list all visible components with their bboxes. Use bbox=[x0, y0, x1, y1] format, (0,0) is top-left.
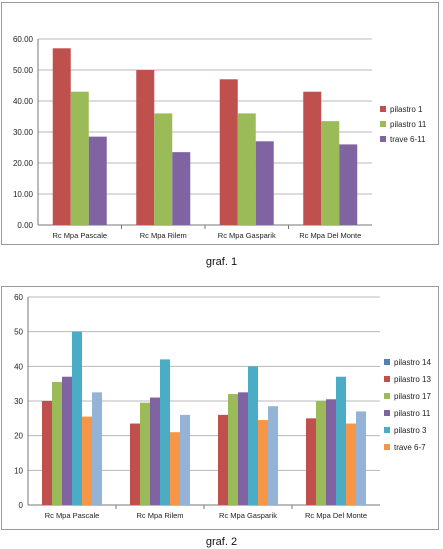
bar-s1-1 bbox=[52, 48, 71, 225]
bar-s1-1 bbox=[42, 401, 52, 505]
bar-s3-2 bbox=[172, 152, 191, 225]
x-tick-label: Rc Mpa Gasparik bbox=[219, 511, 277, 520]
y-tick-label: 10 bbox=[14, 466, 23, 475]
bar-s2-2 bbox=[154, 113, 173, 225]
chart-1-caption: graf. 1 bbox=[205, 256, 238, 268]
x-tick-label: Rc Mpa Pascale bbox=[45, 511, 100, 520]
y-tick-label: 0 bbox=[19, 501, 24, 510]
bar-s4-3 bbox=[248, 366, 258, 505]
y-tick-label: 40 bbox=[14, 362, 23, 371]
bar-s1-3 bbox=[218, 414, 228, 505]
bar-s2-2 bbox=[140, 402, 150, 505]
legend-label-4: pilastro 11 bbox=[394, 409, 431, 418]
bar-s6-1 bbox=[92, 392, 102, 505]
bar-s3-1 bbox=[62, 376, 72, 505]
x-tick-label: Rc Mpa Del Monte bbox=[305, 511, 367, 520]
legend-label-2: pilastro 11 bbox=[390, 120, 427, 129]
legend-swatch-5 bbox=[384, 427, 390, 433]
chart-1: 0.00 10.00 20.00 30.00 40.00 50.00 60.00 Rc Mpa… bbox=[13, 35, 427, 240]
bar-s3-1 bbox=[88, 136, 107, 225]
x-tick-label: Rc Mpa Pascale bbox=[52, 231, 107, 240]
bar-s5-3 bbox=[258, 420, 268, 505]
y-tick-label: 60 bbox=[14, 293, 23, 302]
legend-swatch-2 bbox=[380, 121, 386, 127]
bar-s1-2 bbox=[136, 70, 155, 225]
legend-label-5: pilastro 3 bbox=[394, 426, 427, 435]
bar-s2-4 bbox=[316, 401, 326, 505]
bar-s6-2 bbox=[180, 414, 190, 505]
legend-label-3: pilastro 17 bbox=[394, 392, 431, 401]
legend-label-1: pilastro 1 bbox=[390, 105, 423, 114]
y-tick-label: 0.00 bbox=[17, 221, 33, 230]
chart-2: 0 10 20 30 40 50 60 Rc Mpa Pascale Rc Mpa Rilem R… bbox=[14, 293, 431, 520]
y-tick-label: 50 bbox=[14, 328, 23, 337]
legend-label-1: pilastro 14 bbox=[394, 358, 431, 367]
legend-swatch-2 bbox=[384, 376, 390, 382]
bar-s5-4 bbox=[346, 423, 356, 505]
x-tick-label: Rc Mpa Rilem bbox=[136, 511, 183, 520]
y-tick-label: 60.00 bbox=[13, 35, 34, 44]
bar-s5-1 bbox=[82, 416, 92, 505]
bar-s1-3 bbox=[219, 79, 238, 225]
chart-2-caption: graf. 2 bbox=[205, 536, 238, 548]
bar-s3-3 bbox=[238, 392, 248, 505]
bar-s2-3 bbox=[237, 113, 256, 225]
bar-s2-1 bbox=[52, 381, 62, 505]
bar-s1-2 bbox=[130, 423, 140, 505]
bar-s4-1 bbox=[72, 331, 82, 505]
y-tick-label: 20 bbox=[14, 432, 23, 441]
bar-s3-2 bbox=[150, 397, 160, 505]
chart-1-frame: 0.00 10.00 20.00 30.00 40.00 50.00 60.00 Rc Mpa… bbox=[1, 2, 439, 245]
y-tick-label: 50.00 bbox=[13, 66, 34, 75]
legend-swatch-3 bbox=[384, 393, 390, 399]
bar-s3-4 bbox=[326, 399, 336, 505]
chart-2-frame: 0 10 20 30 40 50 60 Rc Mpa Pascale Rc Mpa Rilem R… bbox=[1, 286, 439, 530]
legend-label-3: trave 6-11 bbox=[390, 135, 426, 144]
bar-s1-4 bbox=[306, 418, 316, 505]
bar-s6-3 bbox=[268, 406, 278, 505]
bar-s1-4 bbox=[303, 91, 322, 225]
x-tick-label: Rc Mpa Del Monte bbox=[299, 231, 361, 240]
y-tick-label: 40.00 bbox=[13, 97, 34, 106]
legend-swatch-4 bbox=[384, 410, 390, 416]
y-tick-label: 20.00 bbox=[13, 159, 34, 168]
y-tick-label: 10.00 bbox=[13, 190, 34, 199]
legend-swatch-1 bbox=[384, 359, 390, 365]
bar-s3-3 bbox=[255, 141, 274, 225]
bar-s2-4 bbox=[321, 121, 340, 225]
x-tick-label: Rc Mpa Rilem bbox=[140, 231, 187, 240]
bar-s3-4 bbox=[339, 144, 358, 225]
bar-s5-2 bbox=[170, 432, 180, 505]
bar-s4-2 bbox=[160, 359, 170, 505]
legend-swatch-6 bbox=[384, 444, 390, 450]
bar-s2-3 bbox=[228, 394, 238, 505]
x-tick-label: Rc Mpa Gasparik bbox=[218, 231, 276, 240]
bar-s4-4 bbox=[336, 376, 346, 505]
legend-swatch-1 bbox=[380, 106, 386, 112]
bar-s6-4 bbox=[356, 411, 366, 505]
legend-label-6: trave 6-7 bbox=[394, 443, 426, 452]
y-tick-label: 30.00 bbox=[13, 128, 34, 137]
legend-label-2: pilastro 13 bbox=[394, 375, 431, 384]
bar-s2-1 bbox=[70, 91, 89, 225]
y-tick-label: 30 bbox=[14, 397, 23, 406]
legend-swatch-3 bbox=[380, 136, 386, 142]
